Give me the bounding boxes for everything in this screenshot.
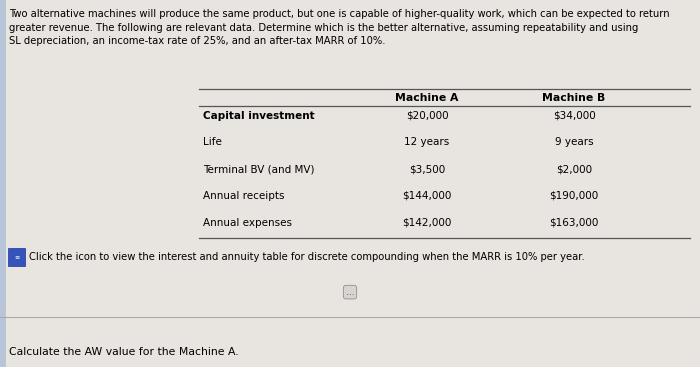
- Text: Annual receipts: Annual receipts: [203, 191, 284, 201]
- Text: $144,000: $144,000: [402, 191, 452, 201]
- Text: $142,000: $142,000: [402, 218, 452, 228]
- Text: $3,500: $3,500: [409, 164, 445, 174]
- Text: ≡: ≡: [14, 255, 20, 260]
- Text: 12 years: 12 years: [405, 137, 449, 148]
- Text: $2,000: $2,000: [556, 164, 592, 174]
- Text: Life: Life: [203, 137, 222, 148]
- Text: Annual expenses: Annual expenses: [203, 218, 292, 228]
- Bar: [0, 0, 6, 367]
- Text: Click the icon to view the interest and annuity table for discrete compounding w: Click the icon to view the interest and …: [29, 252, 585, 262]
- Text: $20,000: $20,000: [406, 110, 448, 121]
- Text: $190,000: $190,000: [550, 191, 598, 201]
- Text: Calculate the AW value for the Machine A.: Calculate the AW value for the Machine A…: [9, 347, 239, 357]
- Text: Terminal BV (and MV): Terminal BV (and MV): [203, 164, 314, 174]
- Text: Capital investment: Capital investment: [203, 110, 314, 121]
- FancyBboxPatch shape: [8, 248, 25, 266]
- Text: 9 years: 9 years: [554, 137, 594, 148]
- Text: $163,000: $163,000: [550, 218, 598, 228]
- Text: ...: ...: [346, 288, 354, 297]
- Text: Machine B: Machine B: [542, 93, 606, 103]
- Text: $34,000: $34,000: [552, 110, 596, 121]
- Text: Two alternative machines will produce the same product, but one is capable of hi: Two alternative machines will produce th…: [9, 9, 670, 46]
- Text: Machine A: Machine A: [395, 93, 458, 103]
